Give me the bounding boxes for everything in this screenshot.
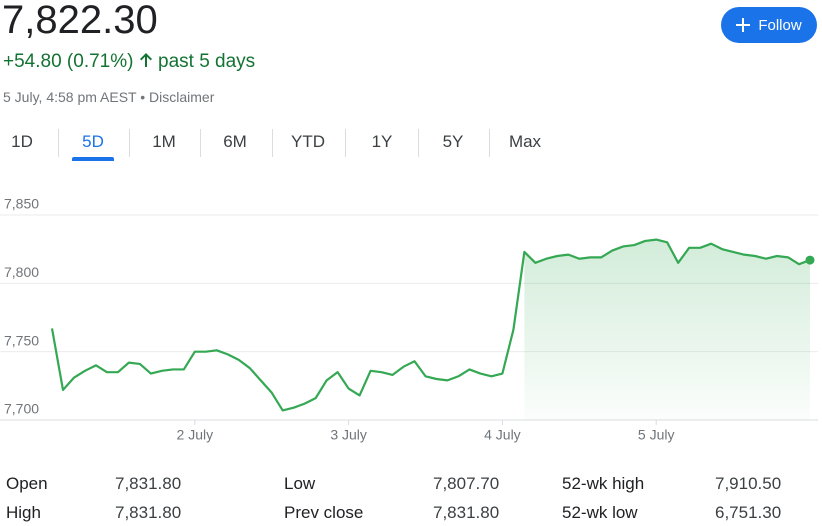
stat-value: 7,831.80: [115, 474, 182, 493]
change: +54.80 (0.71%) past 5 days: [3, 51, 255, 73]
last-point: [805, 255, 815, 265]
follow-label[interactable]: Follow: [758, 16, 802, 34]
timestamp: 5 July, 4:58 pm AEST: [3, 89, 137, 105]
tab-underline: [72, 157, 114, 161]
tab[interactable]: Max: [508, 132, 542, 151]
y-tick-label: 7,850: [4, 196, 39, 212]
stat-label: 52-wk low: [562, 503, 638, 522]
stat-value: 7,831.80: [433, 503, 500, 522]
tab-separator: [271, 129, 273, 157]
y-tick-label: 7,750: [4, 332, 39, 348]
x-tick-label: 4 July: [484, 427, 521, 443]
tab[interactable]: 1D: [11, 132, 33, 151]
timestamp-line: 5 July, 4:58 pm AEST • Disclaimer: [3, 89, 215, 105]
x-tick-label: 5 July: [638, 427, 675, 443]
tab-separator: [128, 129, 130, 157]
x-tick-label: 2 July: [177, 427, 214, 443]
change-period: past 5 days: [158, 51, 256, 72]
stat-label: 52-wk high: [562, 474, 645, 493]
y-tick-label: 7,800: [4, 264, 39, 280]
y-tick-label: 7,700: [4, 401, 39, 417]
stat-label: High: [6, 503, 41, 522]
change-value: +54.80 (0.71%): [3, 51, 134, 72]
plus-icon: [736, 18, 751, 32]
tab[interactable]: 1M: [152, 132, 176, 151]
tab-separator: [57, 129, 59, 157]
stat-value: 7,831.80: [115, 503, 182, 522]
tab-separator: [489, 129, 490, 157]
tab-separator: [199, 129, 201, 157]
stat-label: Open: [6, 474, 48, 493]
follow-button[interactable]: Follow: [721, 7, 817, 43]
tab[interactable]: 6M: [223, 132, 247, 151]
stat-value: 7,807.70: [433, 474, 500, 493]
x-tick-label: 3 July: [330, 427, 367, 443]
area: [524, 239, 810, 420]
stat-value: 7,910.50: [715, 474, 782, 493]
stat-label: Prev close: [284, 503, 364, 522]
tab[interactable]: 5D: [82, 132, 104, 151]
chart: 7,700 7,750 7,800 7,850 2 July 3 July 4 July 5 …: [0, 196, 818, 443]
up-arrow: [139, 53, 152, 67]
stat-label: Low: [284, 474, 316, 493]
tab[interactable]: YTD: [291, 132, 325, 151]
tab[interactable]: 5Y: [442, 132, 464, 151]
tab[interactable]: 1Y: [371, 132, 393, 151]
price: 7,822.30: [2, 0, 158, 42]
price-line: [50, 238, 811, 412]
stat-value: 6,751.30: [715, 503, 782, 522]
tab-separator: [417, 129, 419, 157]
tab-separator: [345, 129, 346, 157]
disclaimer[interactable]: Disclaimer: [149, 89, 215, 105]
